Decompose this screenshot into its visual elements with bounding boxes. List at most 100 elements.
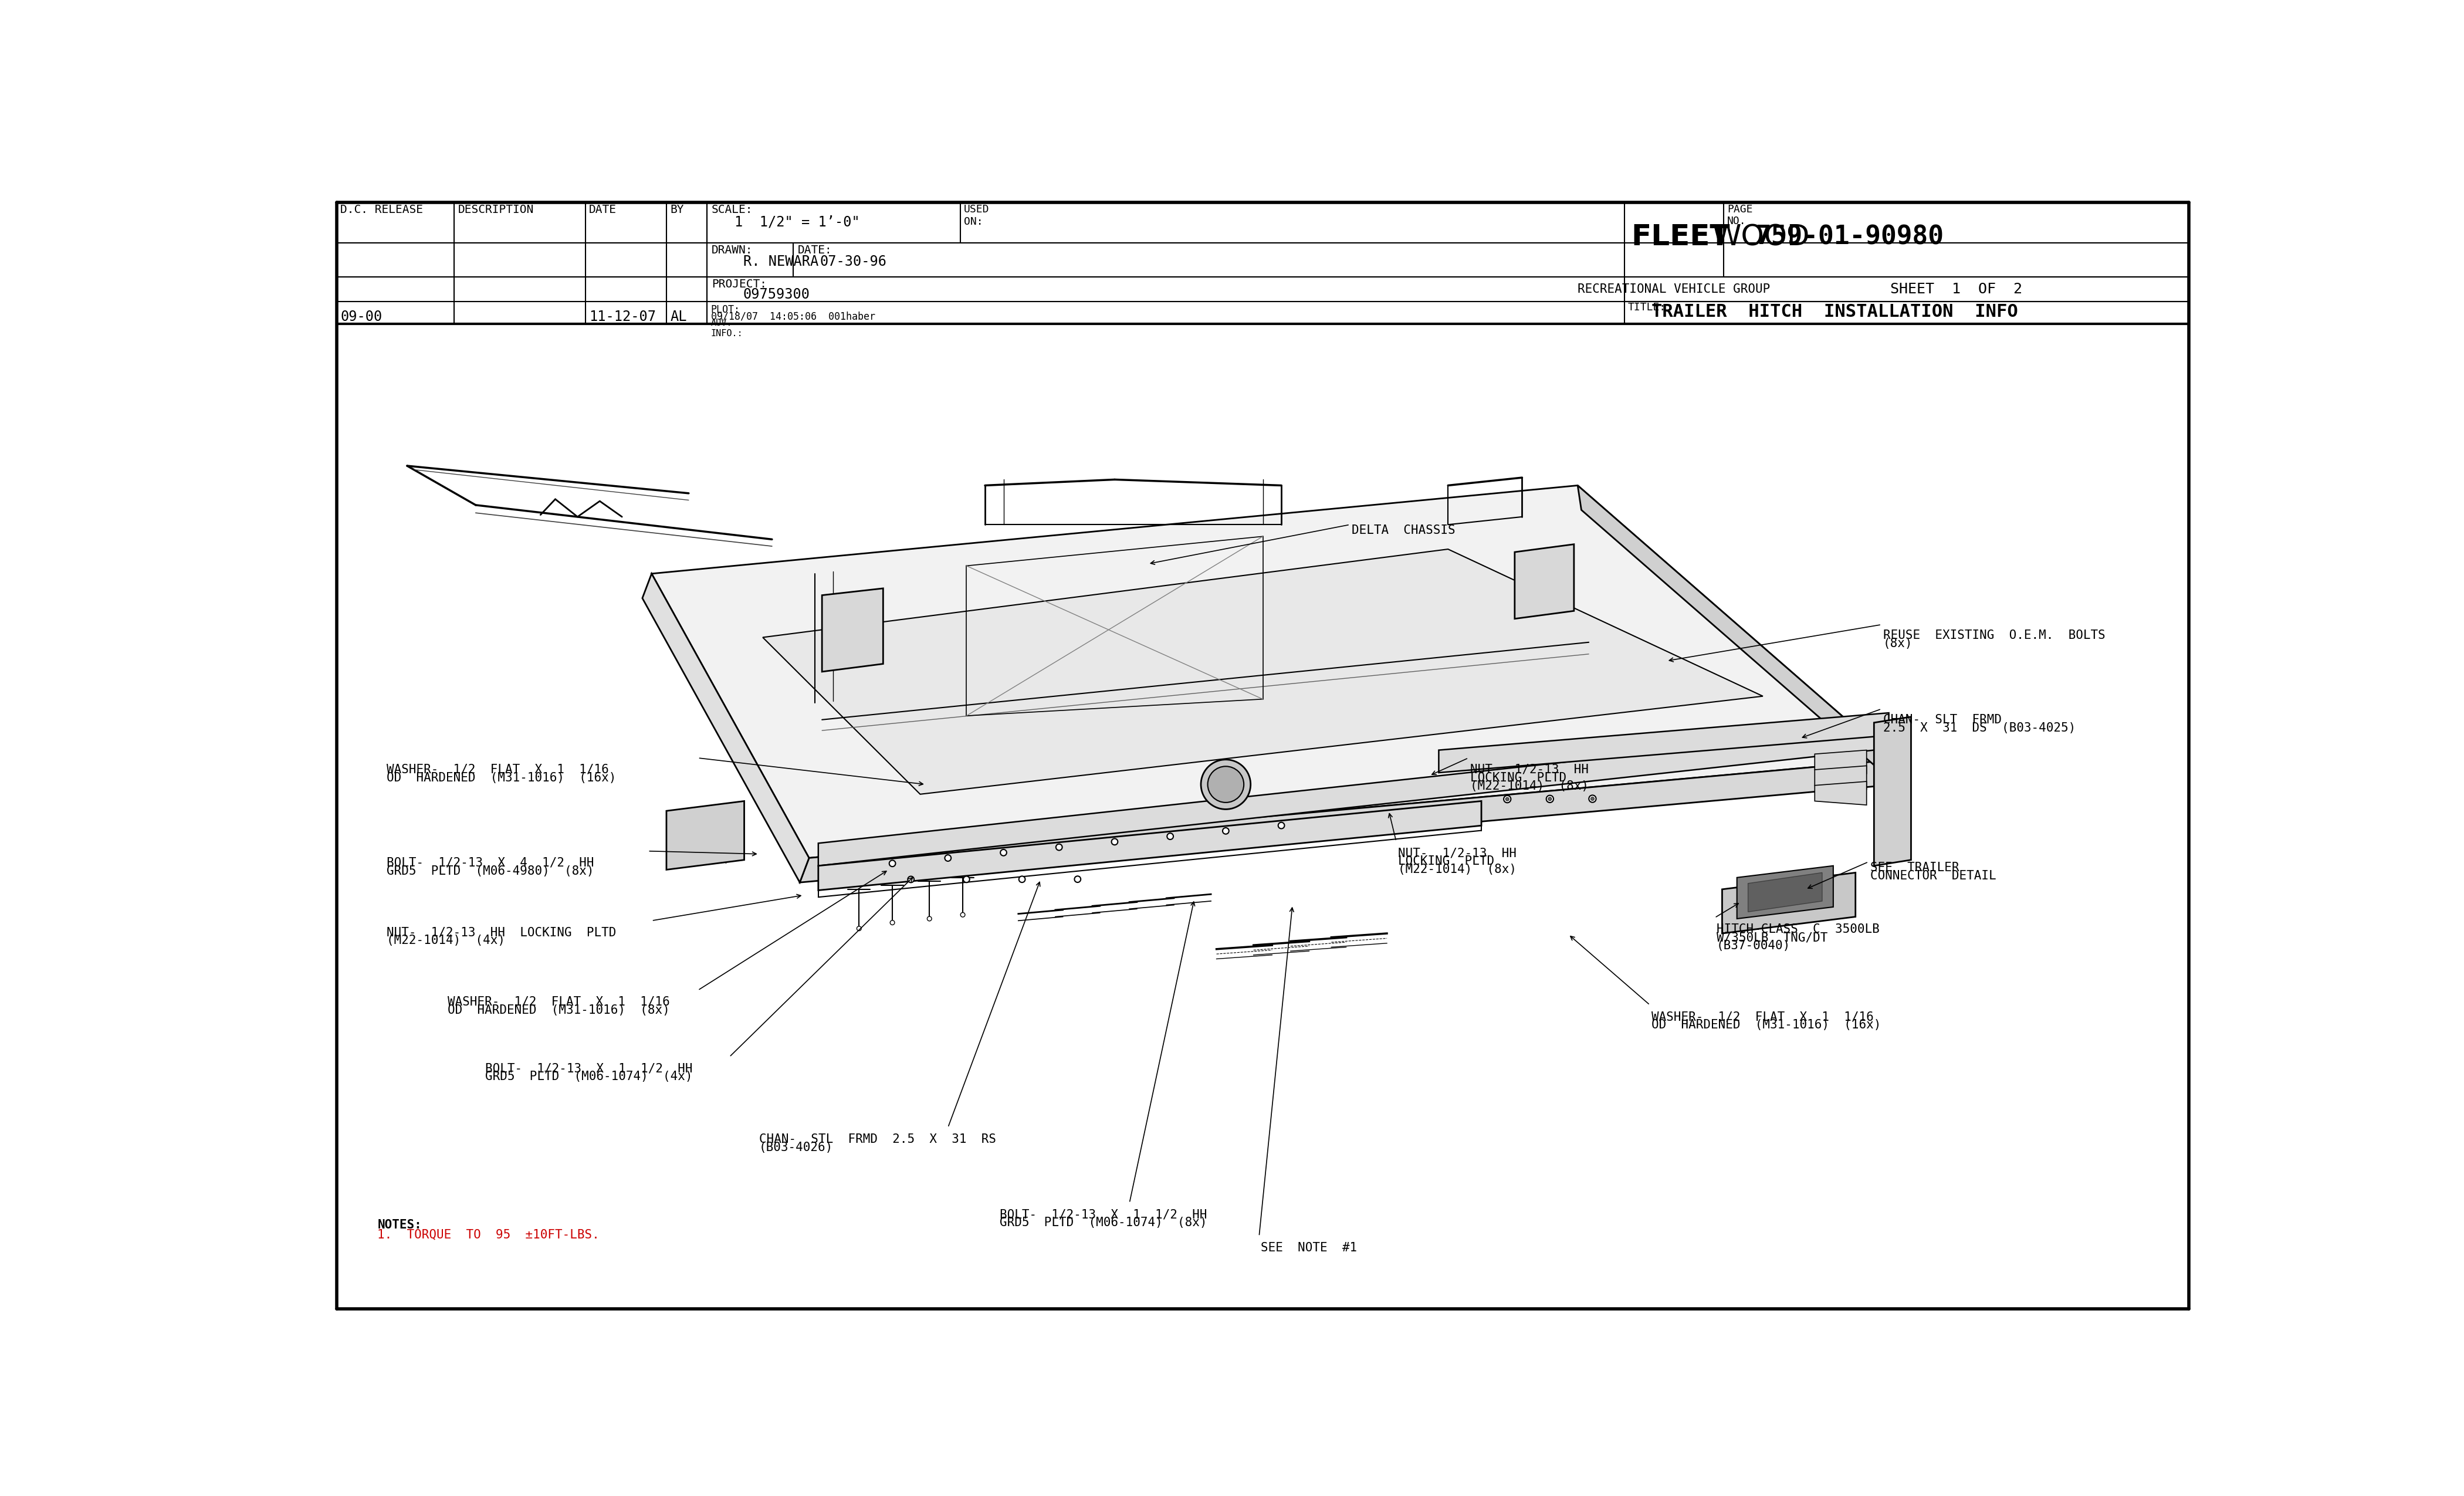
Text: D.C. RELEASE: D.C. RELEASE: [340, 205, 424, 215]
Circle shape: [1111, 839, 1119, 845]
Circle shape: [1000, 850, 1008, 856]
Text: 11-12-07: 11-12-07: [589, 310, 655, 323]
Polygon shape: [764, 549, 1762, 794]
Circle shape: [1506, 797, 1508, 800]
Circle shape: [890, 920, 894, 925]
Text: (M22-1014)  (8x): (M22-1014) (8x): [1397, 863, 1515, 875]
Text: TITLE:: TITLE:: [1629, 302, 1666, 313]
Text: HITCH-CLASS  C  3500LB: HITCH-CLASS C 3500LB: [1717, 923, 1880, 935]
Text: GRD5  PLTD  (M06-1074)  (8x): GRD5 PLTD (M06-1074) (8x): [1000, 1218, 1207, 1228]
Circle shape: [1279, 823, 1284, 829]
Text: WASHER-  1/2  FLAT  X  1  1/16: WASHER- 1/2 FLAT X 1 1/16: [1651, 1011, 1875, 1023]
Text: W/350LB  TNG/DT: W/350LB TNG/DT: [1717, 932, 1828, 944]
Polygon shape: [1875, 717, 1912, 866]
Text: 759-01-90980: 759-01-90980: [1754, 224, 1944, 250]
Text: (M22-1014)  (8x): (M22-1014) (8x): [1471, 779, 1589, 791]
Circle shape: [1020, 877, 1025, 883]
Text: 07-30-96: 07-30-96: [821, 254, 887, 269]
Polygon shape: [1814, 749, 1868, 773]
Polygon shape: [818, 800, 1481, 890]
Text: WASHER-  1/2  FLAT  X  1  1/16: WASHER- 1/2 FLAT X 1 1/16: [448, 996, 670, 1008]
Text: SEE  NOTE  #1: SEE NOTE #1: [1262, 1242, 1358, 1254]
Circle shape: [926, 917, 931, 922]
Polygon shape: [1737, 866, 1833, 919]
Circle shape: [890, 860, 894, 866]
Text: (M22-1014)  (4x): (M22-1014) (4x): [387, 935, 505, 947]
Circle shape: [963, 877, 971, 883]
Text: LOCKING  PLTD: LOCKING PLTD: [1397, 856, 1493, 868]
Polygon shape: [643, 573, 808, 883]
Text: CONNECTOR  DETAIL: CONNECTOR DETAIL: [1870, 871, 1996, 881]
Text: R. NEWARA: R. NEWARA: [744, 254, 818, 269]
Circle shape: [1057, 844, 1062, 850]
Polygon shape: [1577, 485, 1897, 784]
Text: PLOT:: PLOT:: [710, 304, 739, 314]
Text: DRAWN:: DRAWN:: [712, 244, 754, 256]
Text: DELTA  CHASSIS: DELTA CHASSIS: [1353, 525, 1456, 537]
Text: 09-00: 09-00: [340, 310, 382, 323]
Polygon shape: [1515, 545, 1574, 619]
Text: NOTES:: NOTES:: [377, 1219, 421, 1231]
Text: LOCKING  PLTD: LOCKING PLTD: [1471, 772, 1567, 784]
Text: PAGE
NO.: PAGE NO.: [1727, 203, 1752, 227]
Text: CHAN-  SLT  FRMD: CHAN- SLT FRMD: [1882, 714, 2001, 726]
Circle shape: [1074, 877, 1082, 883]
Text: (B03-4026): (B03-4026): [759, 1141, 833, 1153]
Circle shape: [961, 913, 966, 917]
Text: DATE: DATE: [589, 205, 616, 215]
Text: SCALE:: SCALE:: [712, 205, 754, 215]
Text: NUT-  1/2-13  HH  LOCKING  PLTD: NUT- 1/2-13 HH LOCKING PLTD: [387, 926, 616, 938]
Text: WOOD: WOOD: [1712, 223, 1811, 251]
Text: NUT-  1/2-13  HH: NUT- 1/2-13 HH: [1471, 764, 1589, 775]
Circle shape: [1222, 827, 1230, 835]
Circle shape: [1592, 797, 1594, 800]
Circle shape: [1503, 796, 1510, 803]
Text: 1  1/2" = 1’-0": 1 1/2" = 1’-0": [734, 215, 860, 229]
Text: BOLT-  1/2-13  X  1  1/2  HH: BOLT- 1/2-13 X 1 1/2 HH: [1000, 1209, 1207, 1221]
Text: BOLT-  1/2-13  X  1  1/2  HH: BOLT- 1/2-13 X 1 1/2 HH: [485, 1062, 692, 1074]
Text: PROJECT:: PROJECT:: [712, 278, 766, 290]
Text: NUT-  1/2-13  HH: NUT- 1/2-13 HH: [1397, 847, 1515, 859]
Text: OD  HARDENED  (M31-1016)  (8x): OD HARDENED (M31-1016) (8x): [448, 1004, 670, 1016]
Text: AL: AL: [670, 310, 687, 323]
Text: GRD5  PLTD  (M06-1074)  (4x): GRD5 PLTD (M06-1074) (4x): [485, 1071, 692, 1083]
Polygon shape: [1747, 872, 1823, 913]
Circle shape: [1547, 796, 1552, 802]
Text: GRD5  PLTD  (M06-4980)  (8x): GRD5 PLTD (M06-4980) (8x): [387, 865, 594, 877]
Text: 2.5  X  31  DS  (B03-4025): 2.5 X 31 DS (B03-4025): [1882, 723, 2075, 733]
Polygon shape: [1814, 766, 1868, 790]
Polygon shape: [650, 485, 1892, 857]
Polygon shape: [818, 729, 1875, 866]
Circle shape: [1200, 760, 1252, 809]
Circle shape: [1589, 796, 1597, 802]
Polygon shape: [801, 760, 1897, 883]
Text: 09/18/07  14:05:06  001haber: 09/18/07 14:05:06 001haber: [710, 311, 875, 322]
Text: RECREATIONAL VEHICLE GROUP: RECREATIONAL VEHICLE GROUP: [1577, 283, 1769, 295]
Text: SEE  TRAILER: SEE TRAILER: [1870, 862, 1959, 874]
Circle shape: [944, 854, 951, 862]
Circle shape: [1547, 797, 1552, 800]
Text: AUV.
INFO.:: AUV. INFO.:: [710, 319, 744, 338]
Text: USED
ON:: USED ON:: [963, 205, 988, 227]
Polygon shape: [1814, 781, 1868, 805]
Circle shape: [1168, 833, 1173, 839]
Text: (8x): (8x): [1882, 637, 1912, 649]
Circle shape: [857, 926, 862, 931]
Text: OD  HARDENED  (M31-1016)  (16x): OD HARDENED (M31-1016) (16x): [387, 772, 616, 784]
Circle shape: [907, 877, 914, 883]
Text: DESCRIPTION: DESCRIPTION: [458, 205, 535, 215]
Text: BOLT-  1/2-13  X  4  1/2  HH: BOLT- 1/2-13 X 4 1/2 HH: [387, 857, 594, 869]
Text: SHEET  1  OF  2: SHEET 1 OF 2: [1890, 283, 2023, 296]
Text: DATE:: DATE:: [798, 244, 833, 256]
Polygon shape: [1722, 872, 1855, 934]
Text: (B37-0040): (B37-0040): [1717, 939, 1791, 951]
Text: FLEET: FLEET: [1631, 223, 1730, 251]
Text: 09759300: 09759300: [744, 287, 811, 302]
Text: TRAILER  HITCH  INSTALLATION  INFO: TRAILER HITCH INSTALLATION INFO: [1651, 304, 2018, 320]
Text: CHAN-  STL  FRMD  2.5  X  31  RS: CHAN- STL FRMD 2.5 X 31 RS: [759, 1134, 995, 1144]
Circle shape: [1207, 766, 1244, 802]
Text: BY: BY: [670, 205, 685, 215]
Polygon shape: [665, 800, 744, 869]
Text: 1.  TORQUE  TO  95  ±10FT-LBS.: 1. TORQUE TO 95 ±10FT-LBS.: [377, 1230, 599, 1240]
Text: OD  HARDENED  (M31-1016)  (16x): OD HARDENED (M31-1016) (16x): [1651, 1019, 1882, 1031]
